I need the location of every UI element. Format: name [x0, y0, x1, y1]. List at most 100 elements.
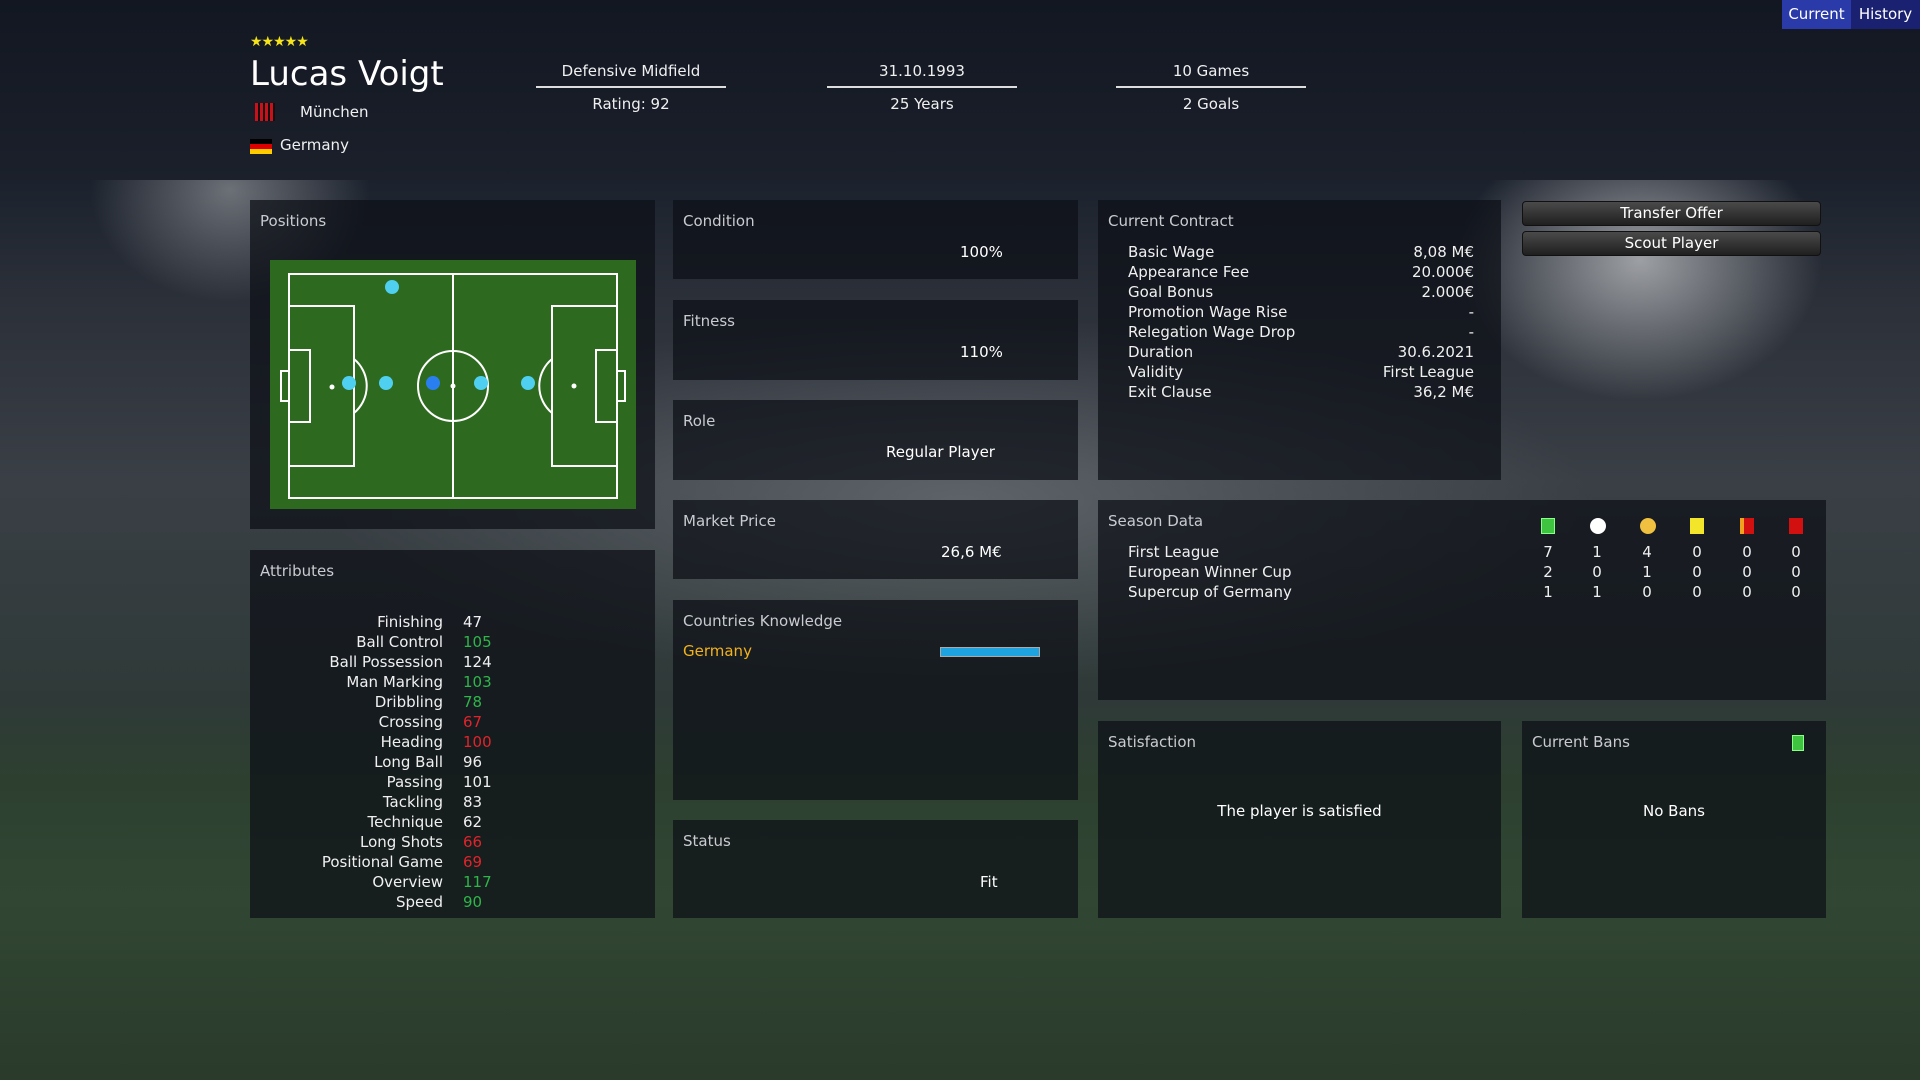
- season-data-panel: Season Data First League 7 1 4 0 0 0 European W…: [1098, 500, 1826, 700]
- fitness-panel: Fitness 110%: [673, 300, 1078, 380]
- transfer-offer-button[interactable]: Transfer Offer: [1522, 201, 1821, 226]
- scout-player-button[interactable]: Scout Player: [1522, 231, 1821, 256]
- attribute-label: Long Ball: [374, 753, 443, 771]
- countries-knowledge-title: Countries Knowledge: [683, 612, 843, 630]
- yellow-red-card-icon: [1740, 518, 1754, 534]
- position-dot: [379, 376, 393, 390]
- attribute-value: 105: [463, 633, 492, 651]
- games-pitch-icon: [1541, 518, 1555, 534]
- country-name: Germany: [683, 642, 752, 660]
- position-dot: [385, 280, 399, 294]
- season-stat: 1: [1592, 583, 1602, 601]
- contract-label: Duration: [1128, 343, 1194, 361]
- position-dot-main: [426, 376, 440, 390]
- pitch-diagram: [270, 260, 636, 509]
- condition-panel: Condition 100%: [673, 200, 1078, 279]
- market-price-panel: Market Price 26,6 M€: [673, 500, 1078, 579]
- attribute-value: 47: [463, 613, 483, 631]
- attribute-value: 78: [463, 693, 483, 711]
- attribute-value: 96: [463, 753, 483, 771]
- satisfaction-value: The player is satisfied: [1217, 802, 1382, 820]
- season-stat: 0: [1742, 543, 1752, 561]
- attribute-label: Passing: [386, 773, 443, 791]
- contract-label: Appearance Fee: [1128, 263, 1250, 281]
- contract-value: First League: [1382, 363, 1474, 381]
- tab-history[interactable]: History: [1851, 0, 1920, 29]
- season-stat: 0: [1642, 583, 1652, 601]
- attribute-label: Overview: [372, 873, 443, 891]
- attribute-value: 83: [463, 793, 483, 811]
- role-title: Role: [683, 412, 716, 430]
- bans-panel: Current Bans No Bans: [1522, 721, 1826, 918]
- contract-panel: Current Contract Basic Wage 8,08 M€ Appear…: [1098, 200, 1501, 480]
- season-competition: European Winner Cup: [1128, 563, 1292, 581]
- attribute-label: Ball Control: [356, 633, 443, 651]
- condition-title: Condition: [683, 212, 755, 230]
- attribute-value: 117: [463, 873, 492, 891]
- contract-value: 8,08 M€: [1413, 243, 1474, 261]
- contract-value: 20.000€: [1411, 263, 1474, 281]
- season-stat: 0: [1742, 563, 1752, 581]
- season-stat: 7: [1543, 543, 1553, 561]
- attribute-value: 124: [463, 653, 492, 671]
- germany-flag-icon: [250, 139, 272, 154]
- attribute-label: Dribbling: [374, 693, 443, 711]
- club-name[interactable]: München: [300, 103, 369, 121]
- contract-label: Relegation Wage Drop: [1128, 323, 1296, 341]
- season-stat: 0: [1692, 563, 1702, 581]
- season-stat: 1: [1592, 543, 1602, 561]
- contract-value: 2.000€: [1421, 283, 1475, 301]
- season-stat: 0: [1692, 583, 1702, 601]
- nationality: Germany: [280, 136, 349, 154]
- position-dot: [521, 376, 535, 390]
- season-stat: 1: [1543, 583, 1553, 601]
- season-stat: 2: [1543, 563, 1553, 581]
- bans-value: No Bans: [1643, 802, 1705, 820]
- attribute-label: Heading: [380, 733, 443, 751]
- role-panel: Role Regular Player: [673, 400, 1078, 480]
- position-dot: [342, 376, 356, 390]
- position-info: Defensive Midfield Rating: 92: [536, 62, 726, 113]
- attribute-value: 66: [463, 833, 483, 851]
- season-stat: 4: [1642, 543, 1652, 561]
- season-stat: 0: [1592, 563, 1602, 581]
- contract-value: -: [1468, 303, 1474, 321]
- attribute-value: 101: [463, 773, 492, 791]
- attributes-panel: Attributes Finishing 47 Ball Control 105 Bal…: [250, 550, 655, 918]
- season-competition: First League: [1128, 543, 1220, 561]
- country-knowledge-bar: [940, 647, 1040, 657]
- season-stat: 0: [1791, 583, 1801, 601]
- contract-label: Exit Clause: [1128, 383, 1212, 401]
- star-rating: ★★★★★: [250, 34, 309, 50]
- satisfaction-panel: Satisfaction The player is satisfied: [1098, 721, 1501, 918]
- attribute-label: Speed: [395, 893, 443, 911]
- contract-label: Goal Bonus: [1128, 283, 1214, 301]
- positions-title: Positions: [260, 212, 327, 230]
- fitness-title: Fitness: [683, 312, 735, 330]
- goals: 2 Goals: [1182, 95, 1240, 113]
- satisfaction-title: Satisfaction: [1108, 733, 1197, 751]
- tab-current[interactable]: Current: [1782, 0, 1851, 29]
- attribute-value: 69: [463, 853, 483, 871]
- condition-value: 100%: [960, 243, 1003, 261]
- season-data-title: Season Data: [1108, 512, 1204, 530]
- contract-label: Validity: [1128, 363, 1184, 381]
- status-title: Status: [683, 832, 731, 850]
- position: Defensive Midfield: [536, 62, 726, 88]
- attribute-value: 90: [463, 893, 483, 911]
- attribute-value: 103: [463, 673, 492, 691]
- attribute-label: Finishing: [377, 613, 443, 631]
- club-crest-icon: [255, 103, 275, 121]
- season-stat: 0: [1791, 543, 1801, 561]
- attribute-label: Man Marking: [346, 673, 443, 691]
- season-stat: 1: [1642, 563, 1652, 581]
- birth-info: 31.10.1993 25 Years: [827, 62, 1017, 113]
- age: 25 Years: [890, 95, 954, 113]
- bans-title: Current Bans: [1532, 733, 1630, 751]
- contract-value: 30.6.2021: [1397, 343, 1474, 361]
- country-knowledge-fill: [941, 648, 1039, 656]
- player-name: Lucas Voigt: [250, 54, 444, 94]
- countries-knowledge-panel: Countries Knowledge Germany: [673, 600, 1078, 800]
- season-stat: 0: [1742, 583, 1752, 601]
- season-stat: 0: [1791, 563, 1801, 581]
